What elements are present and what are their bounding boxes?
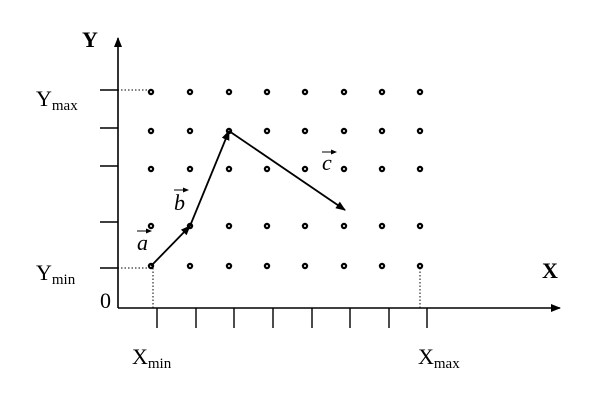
base: X xyxy=(418,344,434,369)
grid-dot-center xyxy=(189,130,191,132)
grid-dot-center xyxy=(150,130,152,132)
grid-dot-center xyxy=(189,91,191,93)
grid-dot-center xyxy=(419,130,421,132)
vector-b xyxy=(189,130,230,227)
grid-dot-center xyxy=(419,168,421,170)
subscript: min xyxy=(148,356,172,372)
base: Y xyxy=(36,86,52,111)
grid-dot-center xyxy=(266,91,268,93)
grid-dot-center xyxy=(304,168,306,170)
subscript: max xyxy=(434,356,460,372)
grid-dot-center xyxy=(343,91,345,93)
axes xyxy=(100,37,561,328)
grid-dot-center xyxy=(304,91,306,93)
grid-dot-center xyxy=(419,265,421,267)
grid-dot-center xyxy=(150,91,152,93)
grid-dot-center xyxy=(304,225,306,227)
dot-grid xyxy=(147,88,424,270)
grid-dot-center xyxy=(150,225,152,227)
grid-dot-center xyxy=(266,168,268,170)
y-axis-label: Y xyxy=(82,27,98,52)
grid-dot-center xyxy=(266,265,268,267)
vector-label: c xyxy=(322,150,332,175)
ticks xyxy=(100,89,428,328)
grid-dot-center xyxy=(150,168,152,170)
x-axis-label: X xyxy=(542,258,558,283)
y-max-label: Ymax xyxy=(36,86,78,114)
grid-dot-center xyxy=(343,225,345,227)
grid-dot-center xyxy=(189,168,191,170)
grid-dot-center xyxy=(343,265,345,267)
grid-dot-center xyxy=(228,91,230,93)
grid-dot-center xyxy=(381,225,383,227)
grid-dot-center xyxy=(343,130,345,132)
grid-dot-center xyxy=(381,130,383,132)
y-min-label: Ymin xyxy=(36,260,76,288)
grid-dot-center xyxy=(381,168,383,170)
base: X xyxy=(132,344,148,369)
grid-dot-center xyxy=(189,265,191,267)
grid-dot-center xyxy=(419,91,421,93)
grid-dot-center xyxy=(419,225,421,227)
base: Y xyxy=(36,260,52,285)
grid-dot-center xyxy=(228,168,230,170)
grid-dot-center xyxy=(304,265,306,267)
subscript: max xyxy=(52,98,78,114)
vector-c xyxy=(228,130,346,211)
grid-dot-center xyxy=(228,265,230,267)
grid-dot-center xyxy=(266,130,268,132)
vectors xyxy=(137,130,346,267)
grid-dot-center xyxy=(228,225,230,227)
x-min-label: Xmin xyxy=(132,344,172,372)
grid-dot-center xyxy=(304,130,306,132)
origin-label: 0 xyxy=(100,288,111,313)
grid-dot-center xyxy=(343,168,345,170)
grid-dot-center xyxy=(266,225,268,227)
x-max-label: Xmax xyxy=(418,344,460,372)
vector-a xyxy=(150,225,191,267)
grid-dot-center xyxy=(381,265,383,267)
subscript: min xyxy=(52,272,76,288)
grid-dot-center xyxy=(381,91,383,93)
vector-label: b xyxy=(174,190,185,215)
vector-label: a xyxy=(137,230,148,255)
